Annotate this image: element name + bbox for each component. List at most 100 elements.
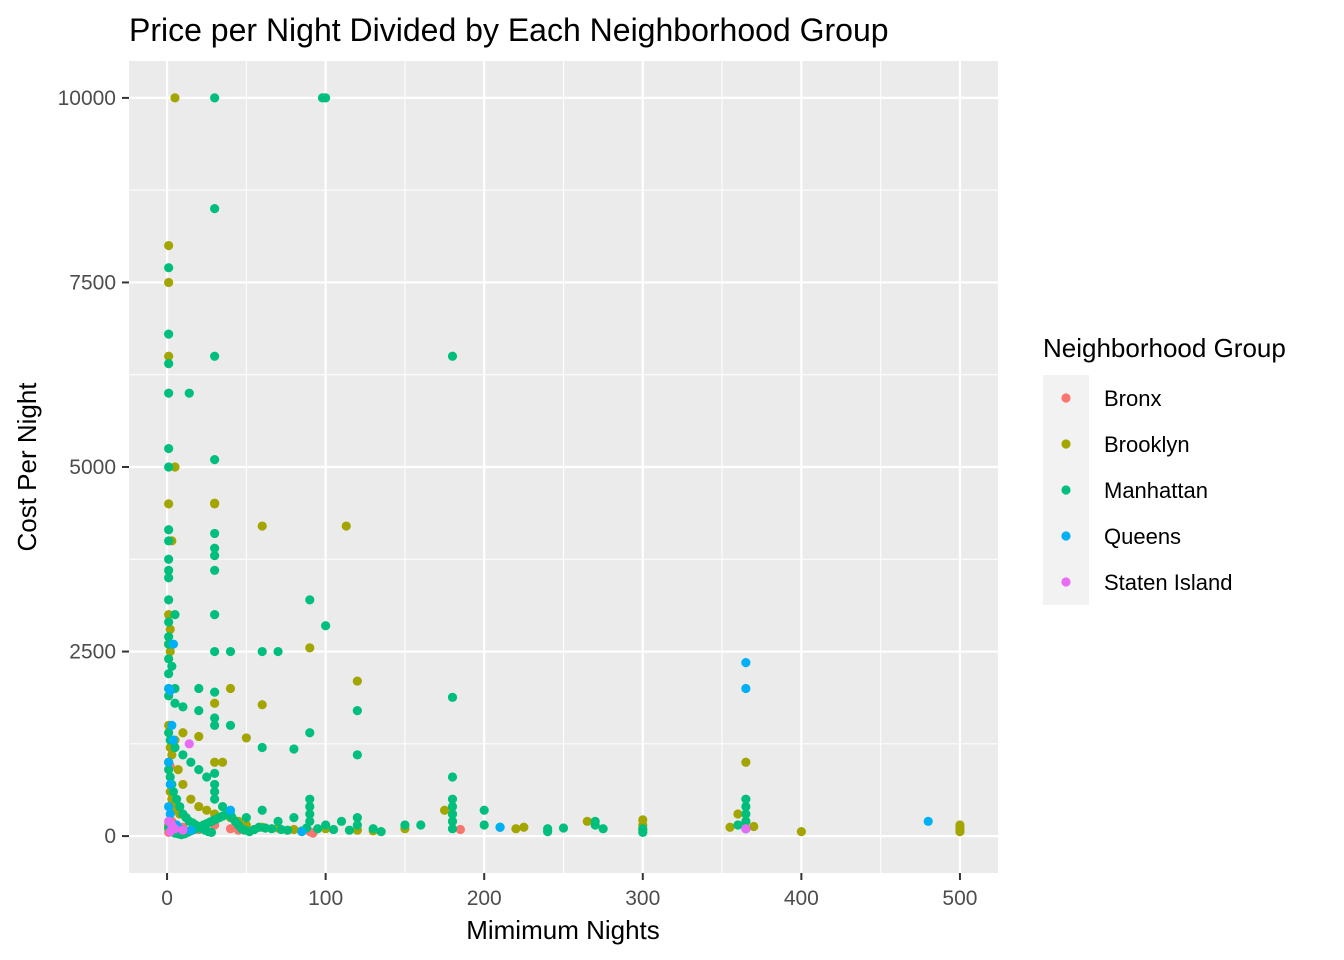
point-manhattan	[543, 824, 553, 834]
x-axis-label: Mimimum Nights	[466, 915, 660, 945]
point-manhattan	[479, 820, 489, 830]
point-manhattan	[741, 794, 751, 804]
point-queens	[225, 805, 236, 815]
point-manhattan	[168, 787, 179, 797]
point-manhattan	[210, 351, 220, 361]
point-queens	[165, 809, 175, 819]
point-manhattan	[210, 720, 220, 730]
point-manhattan	[164, 595, 174, 605]
point-manhattan	[164, 669, 174, 679]
point-manhattan	[376, 827, 386, 837]
point-queens	[741, 683, 751, 694]
point-queens	[165, 779, 175, 790]
x-tick-label: 0	[161, 887, 173, 910]
point-manhattan	[321, 820, 331, 830]
point-manhattan	[210, 794, 220, 804]
x-tick-label: 500	[942, 887, 977, 910]
point-brooklyn	[741, 757, 751, 767]
point-brooklyn	[749, 821, 759, 832]
point-manhattan	[210, 550, 220, 561]
point-queens	[164, 757, 174, 767]
point-brooklyn	[164, 277, 174, 288]
point-manhattan	[164, 462, 174, 472]
point-manhattan	[165, 772, 175, 782]
point-brooklyn	[164, 499, 174, 509]
point-manhattan	[164, 443, 174, 454]
y-tick-label: 0	[104, 825, 116, 848]
point-manhattan	[210, 543, 220, 553]
point-manhattan	[289, 744, 299, 754]
point-manhattan	[164, 632, 174, 642]
point-bronx	[455, 824, 466, 835]
point-manhattan	[170, 610, 180, 620]
data-points	[164, 93, 965, 840]
point-manhattan	[590, 820, 600, 830]
point-brooklyn	[439, 805, 450, 815]
point-manhattan	[741, 816, 751, 826]
point-manhattan	[282, 825, 293, 835]
legend-key-queens	[1061, 531, 1071, 541]
point-queens	[923, 816, 933, 826]
legend-label-brooklyn: Brooklyn	[1104, 432, 1190, 457]
point-manhattan	[164, 728, 174, 738]
point-manhattan	[164, 525, 174, 535]
point-manhattan	[733, 820, 743, 830]
point-manhattan	[194, 706, 204, 716]
point-manhattan	[164, 554, 174, 564]
point-manhattan	[217, 801, 228, 812]
point-brooklyn	[257, 521, 267, 531]
x-tick-label: 400	[784, 887, 819, 910]
point-manhattan	[164, 565, 174, 575]
point-brooklyn	[186, 794, 196, 804]
point-manhattan	[352, 750, 362, 760]
point-brooklyn	[165, 646, 175, 657]
point-manhattan	[447, 794, 458, 804]
y-tick-label: 10000	[58, 87, 116, 110]
y-axis-label: Cost Per Night	[12, 382, 42, 552]
point-manhattan	[305, 794, 315, 804]
point-manhattan	[210, 779, 220, 790]
point-manhattan	[447, 692, 458, 702]
point-manhattan	[164, 536, 174, 546]
point-queens	[167, 720, 177, 730]
point-manhattan	[164, 765, 174, 775]
point-manhattan	[336, 816, 347, 826]
point-brooklyn	[164, 351, 174, 361]
legend-items: Bronx Brooklyn Manhattan Queens Staten Islan…	[1061, 386, 1232, 595]
point-manhattan	[186, 757, 196, 767]
point-manhattan	[400, 820, 410, 830]
point-manhattan	[210, 787, 220, 797]
point-manhattan	[321, 93, 331, 103]
point-manhattan	[210, 204, 220, 214]
point-manhattan	[416, 820, 426, 830]
point-brooklyn	[210, 757, 220, 767]
point-queens	[168, 735, 179, 745]
point-manhattan	[273, 646, 283, 657]
legend-title: Neighborhood Group	[1043, 333, 1286, 363]
chart-title: Price per Night Divided by Each Neighbor…	[129, 12, 889, 48]
point-manhattan	[558, 823, 569, 833]
point-manhattan	[164, 329, 174, 339]
x-tick-label: 200	[467, 887, 502, 910]
point-brooklyn	[257, 700, 267, 710]
x-tick-label: 100	[308, 887, 343, 910]
point-bronx	[225, 824, 236, 834]
legend-label-queens: Queens	[1104, 524, 1181, 549]
point-brooklyn	[194, 801, 204, 812]
point-queens	[297, 827, 307, 837]
point-manhattan	[741, 809, 751, 819]
point-brooklyn	[955, 827, 965, 837]
point-manhattan	[447, 801, 458, 812]
legend-label-staten-island: Staten Island	[1104, 570, 1232, 595]
point-brooklyn	[167, 750, 177, 760]
point-manhattan	[170, 698, 180, 708]
point-manhattan	[741, 801, 751, 812]
point-manhattan	[194, 683, 204, 694]
point-brooklyn	[210, 698, 220, 708]
point-manhattan	[598, 824, 608, 834]
point-brooklyn	[217, 757, 228, 767]
point-brooklyn	[725, 822, 735, 832]
point-manhattan	[328, 824, 339, 835]
point-manhattan	[164, 617, 174, 627]
point-brooklyn	[170, 93, 180, 103]
